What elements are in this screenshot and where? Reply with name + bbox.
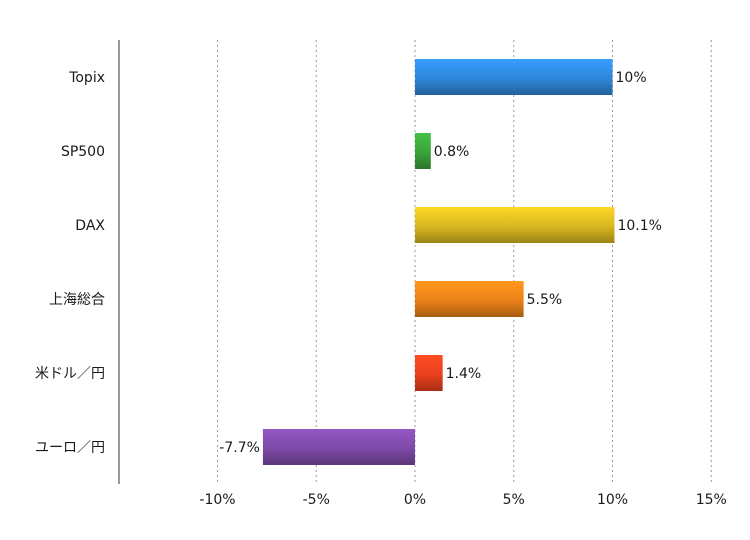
x-tick-label: 10% [597, 492, 628, 508]
bar-1 [415, 133, 431, 169]
x-tick-label: 15% [696, 492, 727, 508]
x-tick-label: 0% [404, 492, 426, 508]
bar-0 [415, 59, 613, 95]
data-label: -7.7% [219, 440, 260, 456]
x-tick-label: 5% [503, 492, 525, 508]
category-label: SP500 [61, 144, 105, 160]
grid-lines [217, 40, 712, 484]
bar-2 [415, 207, 615, 243]
x-tick-label: -10% [199, 492, 235, 508]
data-label: 10.1% [617, 218, 661, 234]
bar-5 [262, 429, 415, 465]
bars: 10% 0.8% 10.1% 5.5% 1.4% -7.7% [219, 59, 662, 465]
data-label: 10% [616, 70, 647, 86]
data-label: 1.4% [446, 366, 482, 382]
data-label: 0.8% [434, 144, 470, 160]
bar-4 [415, 355, 443, 391]
category-label: DAX [75, 218, 105, 234]
data-label: 5.5% [527, 292, 563, 308]
x-tick-label: -5% [303, 492, 330, 508]
category-label: 上海総合 [49, 292, 105, 308]
category-label: Topix [68, 70, 105, 86]
bar-3 [415, 281, 524, 317]
category-label: ユーロ／円 [35, 440, 105, 456]
x-tick-labels: -10% -5% 0% 5% 10% 15% [199, 492, 726, 508]
category-label: 米ドル／円 [35, 366, 105, 382]
